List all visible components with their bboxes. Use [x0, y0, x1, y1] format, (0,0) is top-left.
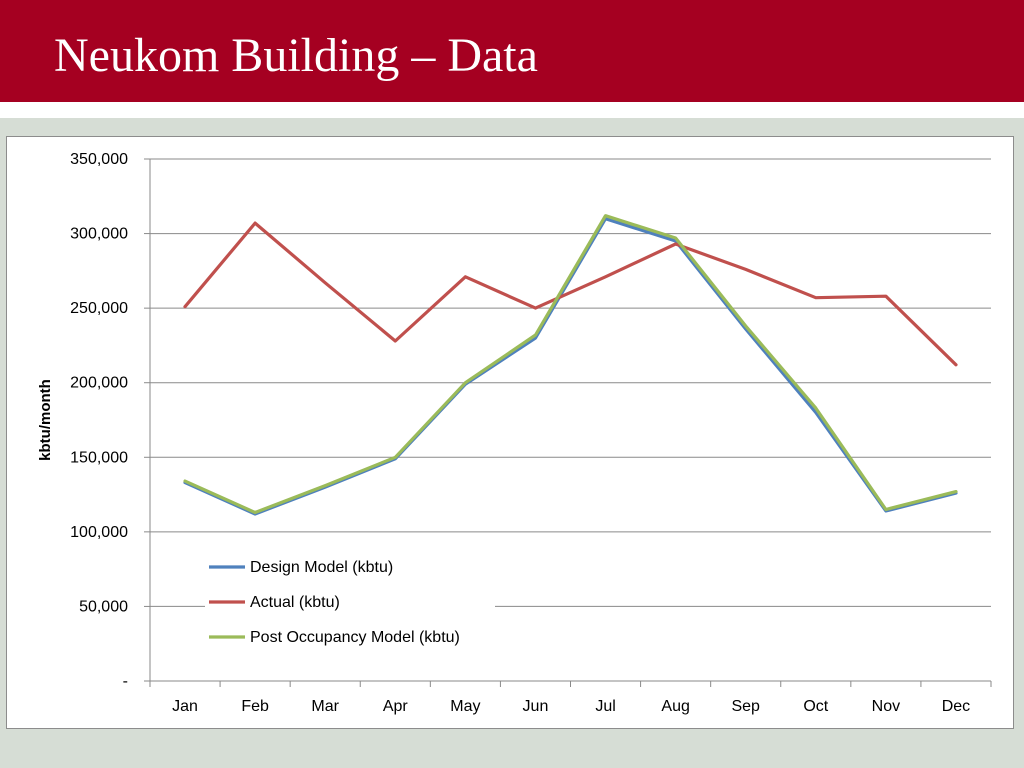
legend-box [205, 555, 495, 669]
x-tick-label: Dec [942, 698, 970, 715]
chart-area: - 50,000 100,000 150,000 200,000 250,000 300,0… [6, 136, 1014, 729]
y-tick-label: 100,000 [70, 524, 128, 541]
y-tick-label: 150,000 [70, 449, 128, 466]
x-tick-label: Sep [731, 698, 760, 715]
y-tick-label: 200,000 [70, 375, 128, 392]
series-line [183, 214, 958, 515]
legend-label: Post Occupancy Model (kbtu) [250, 629, 460, 646]
x-tick-label: Oct [803, 698, 828, 715]
x-tick-label: Feb [241, 698, 269, 715]
legend-label: Actual (kbtu) [250, 594, 340, 611]
series-line [183, 221, 958, 367]
y-tick-label: 50,000 [79, 598, 128, 615]
x-tick-label: Apr [383, 698, 409, 715]
x-tick-label: Mar [311, 698, 339, 715]
title-bar: Neukom Building – Data [0, 0, 1024, 102]
legend-label: Design Model (kbtu) [250, 559, 393, 576]
y-axis-title: kbtu/month [37, 379, 54, 461]
y-tick-label: - [123, 673, 128, 690]
x-tick-label: Aug [661, 698, 689, 715]
slide-title: Neukom Building – Data [54, 29, 538, 82]
x-tick-label: Jun [523, 698, 549, 715]
x-tick-label: May [450, 698, 480, 715]
divider-strip [0, 102, 1024, 118]
line-chart: - 50,000 100,000 150,000 200,000 250,000 300,0… [37, 151, 992, 715]
y-tick-label: 250,000 [70, 300, 128, 317]
y-tick-label: 350,000 [70, 151, 128, 168]
x-tick-label: Nov [872, 698, 900, 715]
x-tick-label: Jan [172, 698, 198, 715]
y-tick-label: 300,000 [70, 226, 128, 243]
x-tick-label: Jul [595, 698, 615, 715]
